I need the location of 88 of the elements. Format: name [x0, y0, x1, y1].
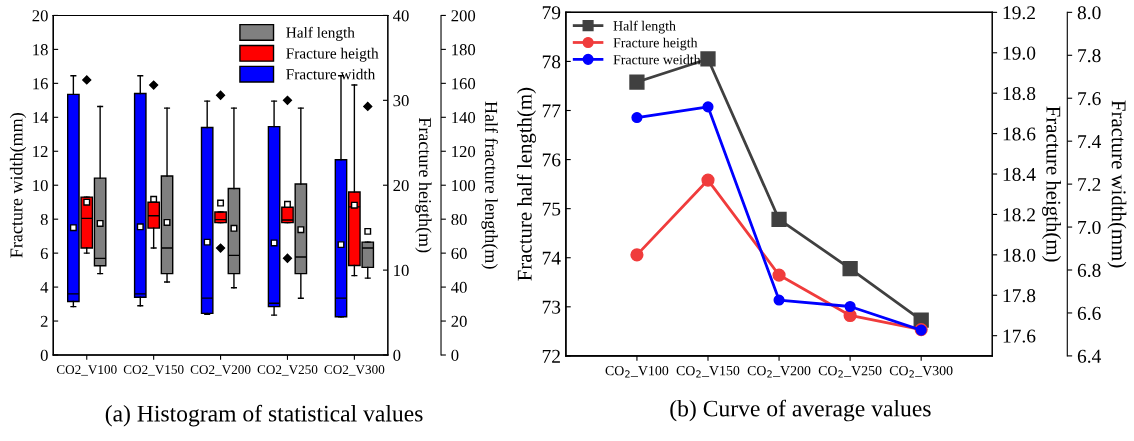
- y-tick-label: 8: [40, 213, 48, 226]
- y3-tick-label: 100: [452, 179, 476, 192]
- y-tick-label: 79: [542, 6, 561, 20]
- point: [702, 101, 714, 113]
- y2-tick-label: 10: [394, 264, 409, 277]
- text: (a) Histogram of statistical values: [105, 404, 423, 427]
- y-tick-label: 78: [542, 55, 561, 69]
- y3-tick-label: 6.8: [1077, 263, 1101, 278]
- point: [771, 211, 787, 228]
- y-tick-label: 77: [542, 104, 561, 118]
- y3-tick-label: 0: [451, 349, 459, 361]
- text: (b) Curve of average values: [670, 399, 931, 422]
- y3-tick-label: 20: [451, 315, 467, 327]
- y3-tick-label: 7.8: [1078, 49, 1101, 63]
- x-tick-label: CO2_V100: [56, 365, 117, 376]
- y3-tick-label: 40: [451, 281, 467, 294]
- y2-tick-label: 18.2: [1003, 208, 1035, 222]
- legend-label: Fracture weidth: [613, 54, 701, 65]
- y2-tick-label: 18.0: [1003, 248, 1036, 262]
- y-tick-label: 73: [542, 300, 561, 314]
- y2-axis-title: Fracture heigth(m): [1042, 106, 1061, 262]
- legend-label: Fracture width: [286, 68, 376, 80]
- y-axis-title: Fracture half length(m): [516, 87, 536, 281]
- y2-tick-label: 19.0: [1003, 46, 1036, 60]
- point: [842, 260, 858, 277]
- y3-axis-title: Half fracture length(m): [481, 101, 498, 269]
- legend-label: Half length: [613, 20, 676, 34]
- point: [631, 112, 643, 124]
- y-tick-label: 16: [33, 78, 48, 90]
- y2-tick-label: 0: [393, 349, 401, 361]
- x-tick-label: CO$_{2}$_V300: [889, 365, 953, 378]
- y3-tick-label: 7.2: [1078, 177, 1101, 192]
- y3-tick-label: 8.0: [1077, 6, 1101, 20]
- point: [700, 51, 716, 67]
- y2-tick-label: 17.6: [1003, 329, 1036, 343]
- x-tick-label: CO$_{2}$_V150: [676, 365, 740, 378]
- x-tick-label: CO$_{2}$_V200: [747, 365, 811, 378]
- y3-axis-title: Fracture width(mm): [1107, 100, 1127, 268]
- legend-label: Half length: [286, 26, 355, 41]
- y-tick-label: 20: [32, 10, 48, 22]
- y3-tick-label: 6.6: [1077, 306, 1101, 320]
- point: [630, 248, 644, 262]
- x-tick-label: CO2_V300: [324, 365, 385, 376]
- y-tick-label: 4: [40, 281, 49, 293]
- y-tick-label: 76: [542, 153, 561, 167]
- y3-tick-label: 7.4: [1078, 135, 1102, 149]
- y3-tick-label: 80: [451, 213, 467, 226]
- y3-tick-label: 60: [451, 247, 467, 260]
- y3-tick-label: 7.0: [1078, 220, 1101, 235]
- y3-tick-label: 6.4: [1077, 349, 1102, 363]
- y3-tick-label: 160: [452, 78, 476, 90]
- y2-axis-title: Fracture heigth(m): [415, 117, 432, 253]
- y-tick-label: 0: [40, 349, 48, 361]
- x-tick-label: CO2_V150: [123, 365, 184, 376]
- y-tick-label: 74: [542, 251, 561, 265]
- y2-tick-label: 18.6: [1003, 127, 1036, 141]
- point: [629, 74, 645, 90]
- y-tick-label: 12: [33, 146, 48, 158]
- x-tick-label: CO2_V200: [190, 365, 251, 376]
- y2-tick-label: 20: [393, 179, 409, 192]
- y3-tick-label: 140: [452, 112, 476, 124]
- y3-tick-label: 200: [451, 10, 476, 22]
- y3-tick-label: 180: [452, 44, 476, 56]
- y2-tick-label: 18.8: [1003, 87, 1036, 101]
- y-tick-label: 75: [542, 202, 561, 216]
- y-axis-title: Fracture width(mm): [9, 113, 27, 258]
- x-tick-label: CO2_V250: [257, 365, 318, 376]
- y2-tick-label: 30: [393, 95, 409, 107]
- legend-label: Fracture heigth: [613, 37, 698, 51]
- point: [844, 300, 856, 313]
- y2-tick-label: 18.4: [1003, 167, 1036, 182]
- y-tick-label: 6: [40, 247, 48, 260]
- y2-tick-label: 19.2: [1003, 6, 1035, 20]
- point: [701, 173, 715, 187]
- x-tick-label: CO$_{2}$_V100: [605, 365, 669, 378]
- y-tick-label: 2: [40, 315, 48, 327]
- y3-tick-label: 7.6: [1078, 92, 1101, 106]
- y-tick-label: 14: [33, 112, 49, 124]
- legend-label: Fracture heigth: [286, 47, 379, 62]
- y-tick-label: 18: [33, 44, 48, 56]
- point: [772, 268, 786, 282]
- y2-tick-label: 17.8: [1003, 289, 1036, 303]
- y-tick-label: 10: [33, 179, 48, 192]
- y3-tick-label: 120: [452, 145, 476, 158]
- y2-tick-label: 40: [393, 10, 409, 22]
- y-tick-label: 72: [542, 349, 560, 363]
- point: [773, 294, 785, 306]
- x-tick-label: CO$_{2}$_V250: [818, 365, 882, 378]
